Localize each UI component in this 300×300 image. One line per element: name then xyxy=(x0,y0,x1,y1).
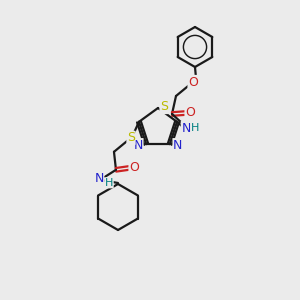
Text: O: O xyxy=(185,106,195,119)
Text: N: N xyxy=(134,139,143,152)
Text: H: H xyxy=(191,123,199,133)
Text: N: N xyxy=(173,139,182,152)
Text: S: S xyxy=(160,100,168,113)
Text: O: O xyxy=(188,76,198,88)
Text: S: S xyxy=(127,131,135,144)
Text: N: N xyxy=(181,122,191,134)
Text: H: H xyxy=(105,178,113,188)
Text: O: O xyxy=(129,161,139,174)
Text: N: N xyxy=(94,172,104,185)
